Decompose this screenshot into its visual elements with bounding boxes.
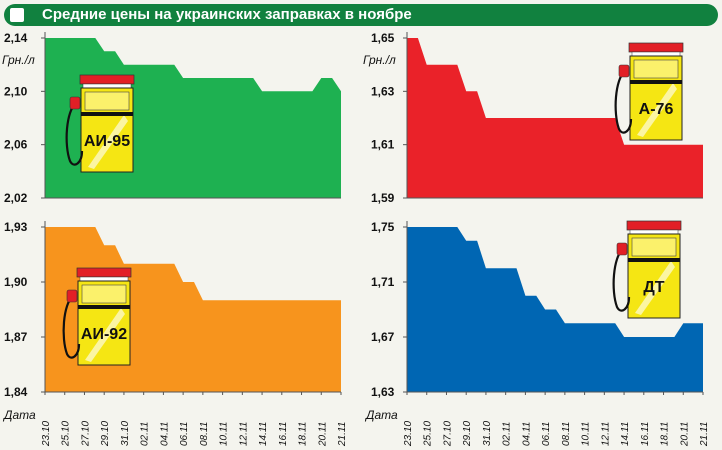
header-bullet-icon bbox=[10, 8, 24, 22]
y-tick-label: 1,75 bbox=[371, 220, 395, 234]
y-tick-label: 1,61 bbox=[371, 138, 395, 152]
x-tick-label: 08.11 bbox=[561, 422, 572, 446]
x-tick-label: 12.11 bbox=[238, 422, 249, 446]
y-tick-label: 1,67 bbox=[371, 330, 395, 344]
x-tick-label: 18.11 bbox=[660, 422, 671, 446]
x-axis-label: Дата bbox=[364, 408, 398, 422]
area-series bbox=[407, 227, 703, 392]
pump-top bbox=[76, 267, 132, 278]
x-tick-label: 12.11 bbox=[600, 422, 611, 446]
y-tick-label: 1,90 bbox=[4, 275, 28, 289]
x-tick-label: 02.11 bbox=[502, 422, 513, 446]
gas-pump-icon: А-76 bbox=[614, 42, 684, 141]
pump-stripe bbox=[629, 229, 679, 235]
pump-top bbox=[626, 220, 682, 231]
y-tick-label: 1,63 bbox=[371, 84, 395, 98]
pump-nozzle bbox=[69, 96, 81, 110]
pump-nozzle bbox=[618, 64, 630, 78]
y-tick-label: 1,65 bbox=[371, 31, 395, 45]
pump-window bbox=[84, 91, 130, 111]
x-tick-label: 02.11 bbox=[140, 422, 151, 446]
gas-pump-icon: АИ-95 bbox=[65, 74, 135, 173]
pump-hose bbox=[614, 70, 633, 134]
x-tick-label: 20.11 bbox=[317, 422, 328, 447]
pump-hose bbox=[612, 248, 631, 312]
pump-divider bbox=[81, 112, 133, 116]
pump-hose bbox=[62, 295, 81, 359]
chart-panel-4: 1,75 1,71 1,67 1,63 Дата 23.10 25.10 27.10 29.10… bbox=[364, 220, 710, 447]
pump-label: ДТ bbox=[643, 279, 664, 296]
y-tick-label: 2,02 bbox=[4, 191, 28, 205]
y-unit-label: Грн./л bbox=[2, 53, 35, 67]
x-tick-label: 21.11 bbox=[699, 422, 710, 447]
x-tick-label: 06.11 bbox=[179, 422, 190, 446]
pump-stripe bbox=[82, 83, 132, 89]
pump-label: АИ-95 bbox=[84, 133, 130, 150]
x-tick-label: 25.10 bbox=[61, 421, 72, 447]
x-tick-label: 14.11 bbox=[620, 422, 631, 446]
pump-nozzle bbox=[66, 289, 78, 303]
pump-stripe bbox=[79, 276, 129, 282]
pump-top bbox=[79, 74, 135, 85]
gas-pump-icon: АИ-92 bbox=[62, 267, 132, 366]
pump-divider bbox=[628, 258, 680, 262]
x-tick-label: 16.11 bbox=[278, 422, 289, 446]
pump-window bbox=[633, 59, 679, 79]
pump-shine bbox=[85, 308, 125, 362]
y-tick-label: 1,84 bbox=[4, 385, 28, 399]
x-tick-label: 29.10 bbox=[462, 421, 473, 447]
x-tick-label: 14.11 bbox=[258, 422, 269, 446]
y-tick-label: 1,71 bbox=[371, 275, 395, 289]
y-tick-label: 1,59 bbox=[371, 191, 395, 205]
x-tick-label: 16.11 bbox=[640, 422, 651, 446]
chart-header: Средние цены на украинских заправках в н… bbox=[4, 4, 718, 26]
y-tick-label: 1,93 bbox=[4, 220, 28, 234]
x-tick-label: 25.10 bbox=[423, 421, 434, 447]
x-tick-label: 27.10 bbox=[442, 421, 453, 447]
y-unit-label: Грн./л bbox=[363, 53, 396, 67]
x-tick-label: 31.10 bbox=[120, 421, 131, 446]
x-tick-label: 04.11 bbox=[159, 422, 170, 446]
pump-window bbox=[631, 237, 677, 257]
area-series bbox=[407, 38, 703, 198]
x-tick-label: 18.11 bbox=[298, 422, 309, 446]
gas-pump-icon: ДТ bbox=[612, 220, 682, 319]
y-tick-label: 1,63 bbox=[371, 385, 395, 399]
pump-divider bbox=[630, 80, 682, 84]
y-tick-label: 1,87 bbox=[4, 330, 28, 344]
x-tick-label: 10.11 bbox=[581, 422, 592, 446]
pump-label: А-76 bbox=[639, 101, 674, 118]
y-tick-label: 2,10 bbox=[4, 84, 28, 98]
x-tick-label: 23.10 bbox=[403, 421, 414, 447]
x-axis-label: Дата bbox=[2, 408, 36, 422]
x-tick-label: 27.10 bbox=[80, 421, 91, 447]
y-tick-label: 2,14 bbox=[4, 31, 28, 45]
pump-label: АИ-92 bbox=[81, 326, 127, 343]
pump-shine bbox=[637, 83, 677, 137]
pump-stripe bbox=[631, 51, 681, 57]
chart-panel-2: 1,65 1,63 1,61 1,59 Грн./л А-76 bbox=[363, 31, 703, 205]
x-tick-label: 31.10 bbox=[482, 421, 493, 446]
pump-divider bbox=[78, 305, 130, 309]
chart-panel-3: 1,93 1,90 1,87 1,84 Дата 23.10 25.10 27.10 29.10… bbox=[2, 220, 348, 447]
pump-shine bbox=[88, 115, 128, 169]
x-tick-label: 20.11 bbox=[679, 422, 690, 447]
x-tick-label: 06.11 bbox=[541, 422, 552, 446]
x-tick-label: 29.10 bbox=[100, 421, 111, 447]
pump-nozzle bbox=[616, 242, 628, 256]
pump-hose bbox=[65, 102, 84, 166]
y-tick-label: 2,06 bbox=[4, 138, 28, 152]
x-tick-label: 10.11 bbox=[219, 422, 230, 446]
chart-title: Средние цены на украинских заправках в н… bbox=[42, 6, 412, 23]
pump-top bbox=[628, 42, 684, 53]
x-tick-label: 04.11 bbox=[521, 422, 532, 446]
pump-shine bbox=[635, 261, 675, 315]
pump-window bbox=[81, 284, 127, 304]
x-tick-label: 21.11 bbox=[337, 422, 348, 447]
x-tick-label: 23.10 bbox=[41, 421, 52, 447]
x-tick-label: 08.11 bbox=[199, 422, 210, 446]
chart-panel-1: 2,14 2,10 2,06 2,02 Грн./л АИ-95 bbox=[2, 31, 341, 205]
